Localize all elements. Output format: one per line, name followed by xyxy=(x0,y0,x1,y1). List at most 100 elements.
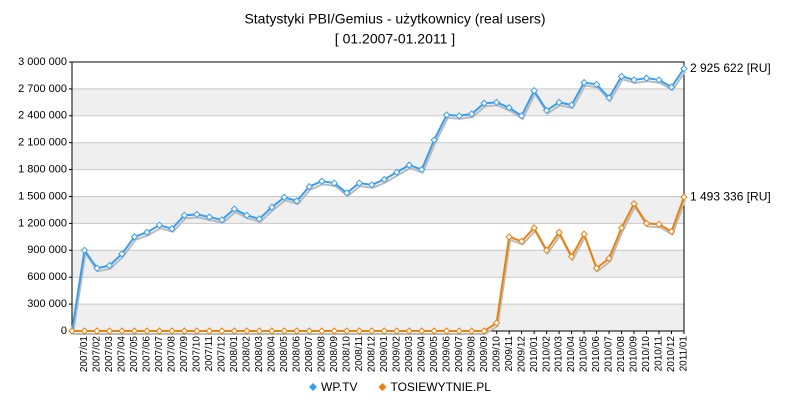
point xyxy=(430,327,438,335)
x-tick-label: 2008/05 xyxy=(279,336,290,373)
x-tick-label: 2009/09 xyxy=(479,336,490,373)
point xyxy=(143,327,151,335)
point xyxy=(168,225,176,233)
point xyxy=(293,327,301,335)
x-tick-label: 2007/03 xyxy=(104,336,115,373)
x-tick-label: 2009/07 xyxy=(454,336,465,373)
x-tick-label: 2009/11 xyxy=(504,336,515,372)
point xyxy=(230,327,239,335)
x-tick-label: 2009/12 xyxy=(516,336,527,373)
x-tick-label: 2008/06 xyxy=(291,336,302,373)
point xyxy=(492,319,501,327)
point xyxy=(505,233,513,241)
x-tick-label: 2009/03 xyxy=(404,336,415,373)
grid-band xyxy=(72,196,684,224)
point xyxy=(243,211,251,220)
value-label: 2 925 622 [RU] xyxy=(690,61,771,75)
point xyxy=(268,203,276,211)
point xyxy=(193,210,201,219)
point xyxy=(680,64,688,73)
point xyxy=(455,112,463,120)
x-tick-label: 2010/09 xyxy=(629,336,640,373)
x-tick-label: 2007/05 xyxy=(129,336,140,373)
x-tick-label: 2008/11 xyxy=(354,336,365,372)
point xyxy=(418,327,426,335)
x-tick-label: 2007/11 xyxy=(204,336,215,372)
point xyxy=(405,327,413,335)
point xyxy=(630,76,638,84)
legend-marker xyxy=(309,383,317,391)
point xyxy=(355,327,363,335)
point xyxy=(580,230,588,238)
x-tick-label: 2007/12 xyxy=(217,336,228,373)
point xyxy=(155,327,164,335)
point xyxy=(155,221,164,229)
x-tick-label: 2008/09 xyxy=(329,336,340,373)
x-tick-label: 2007/06 xyxy=(142,336,153,373)
point xyxy=(255,327,264,335)
x-tick-label: 2008/03 xyxy=(254,336,265,373)
y-tick-label: 300 000 xyxy=(27,298,67,310)
point xyxy=(305,327,314,335)
x-tick-label: 2007/09 xyxy=(179,336,190,373)
x-tick-label: 2008/02 xyxy=(241,336,252,373)
point xyxy=(555,228,563,237)
series-shadow xyxy=(72,71,686,335)
x-tick-label: 2007/08 xyxy=(167,336,178,373)
x-tick-label: 2007/10 xyxy=(192,336,203,373)
point xyxy=(480,327,488,335)
x-tick-label: 2008/07 xyxy=(304,336,315,373)
point xyxy=(305,182,314,191)
point xyxy=(430,136,438,144)
point xyxy=(530,86,538,95)
x-tick-label: 2008/10 xyxy=(341,336,352,373)
point xyxy=(193,327,201,335)
x-tick-label: 2007/04 xyxy=(117,336,128,373)
point xyxy=(80,246,89,255)
point xyxy=(130,327,139,335)
point xyxy=(680,193,688,201)
x-tick-label: 2010/06 xyxy=(591,336,602,373)
point xyxy=(530,224,538,232)
point xyxy=(542,106,551,115)
point xyxy=(230,205,239,213)
point xyxy=(355,179,363,187)
point xyxy=(455,327,463,335)
x-tick-label: 2010/03 xyxy=(554,336,565,373)
point xyxy=(555,98,563,107)
point xyxy=(280,193,289,202)
point xyxy=(542,246,551,255)
point xyxy=(617,224,626,232)
x-tick-label: 2007/02 xyxy=(92,336,103,373)
x-tick-label: 2009/06 xyxy=(441,336,452,373)
x-tick-label: 2009/08 xyxy=(466,336,477,373)
point xyxy=(380,175,388,184)
point xyxy=(580,78,588,87)
x-tick-label: 2010/05 xyxy=(579,336,590,373)
point xyxy=(442,327,451,335)
point xyxy=(567,101,576,109)
legend-label: WP.TV xyxy=(321,380,357,394)
point xyxy=(68,327,76,335)
point xyxy=(105,327,114,335)
point xyxy=(467,327,476,335)
series-shadow xyxy=(73,199,686,335)
x-tick-label: 2010/10 xyxy=(641,336,652,373)
grid-band xyxy=(72,142,684,170)
x-tick-label: 2010/11 xyxy=(654,336,665,372)
y-tick-label: 3 000 000 xyxy=(18,56,67,68)
point xyxy=(343,189,351,197)
y-tick-label: 2 700 000 xyxy=(18,83,67,95)
point xyxy=(592,80,601,89)
x-tick-label: 2010/01 xyxy=(529,336,540,373)
chart-title: Statystyki PBI/Gemius - użytkownicy (rea… xyxy=(244,11,545,27)
x-tick-label: 2009/10 xyxy=(491,336,502,373)
grid-band xyxy=(72,250,684,278)
point xyxy=(505,104,513,112)
legend-label: TOSIEWYTNIE.PL xyxy=(390,380,491,394)
point xyxy=(492,98,501,107)
point xyxy=(93,327,101,335)
point xyxy=(205,327,214,335)
point xyxy=(667,227,676,236)
point xyxy=(118,327,126,335)
